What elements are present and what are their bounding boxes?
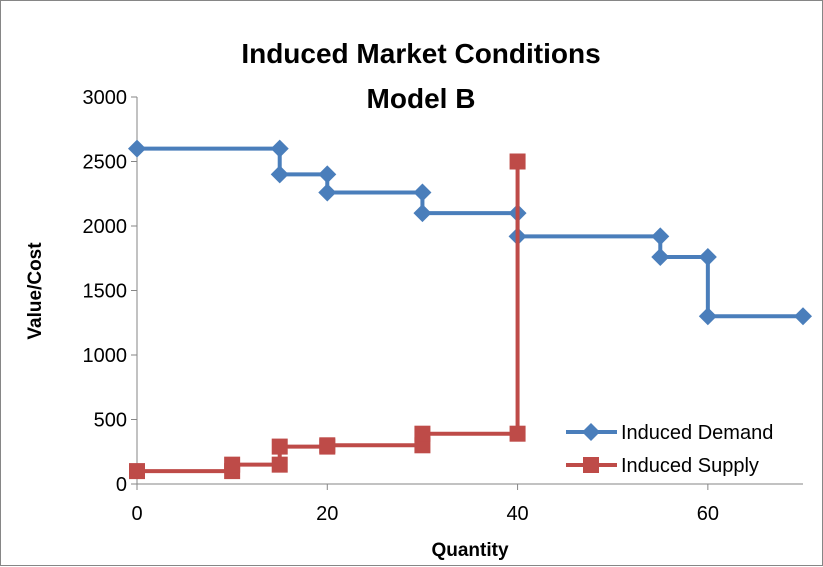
series-induced-demand [128, 139, 812, 326]
x-axis-label: Quantity [431, 540, 508, 561]
legend-item-induced-supply: Induced Supply [566, 455, 759, 477]
series-group [128, 139, 812, 480]
data-point-induced-demand [318, 165, 337, 184]
y-tick-label: 2500 [83, 152, 128, 174]
y-tick-label: 2000 [83, 216, 128, 238]
y-tick-label: 500 [94, 410, 127, 432]
data-point-induced-supply [224, 456, 241, 473]
legend-label: Induced Supply [621, 455, 759, 477]
legend-marker [582, 423, 600, 441]
data-point-induced-supply [509, 425, 526, 442]
data-point-induced-demand [413, 183, 432, 202]
data-point-induced-supply [271, 438, 288, 455]
legend-item-induced-demand: Induced Demand [566, 422, 773, 444]
data-point-induced-demand [698, 247, 717, 266]
y-tick-label: 1000 [83, 345, 128, 367]
data-point-induced-demand [270, 165, 289, 184]
y-tick-label: 3000 [83, 87, 128, 109]
y-axis-label: Value/Cost [25, 242, 46, 340]
series-line-induced-supply [137, 161, 520, 474]
data-point-induced-demand [413, 204, 432, 223]
legend-marker [583, 457, 599, 473]
chart-title-line-2: Model B [367, 83, 476, 114]
data-point-induced-supply [271, 456, 288, 473]
y-tick-label: 1500 [83, 281, 128, 303]
data-point-induced-supply [319, 437, 336, 454]
data-point-induced-demand [794, 307, 812, 326]
series-line-induced-demand [137, 146, 803, 319]
data-point-induced-demand [651, 247, 670, 266]
chart-title-line-1: Induced Market Conditions [241, 38, 600, 69]
legend-label: Induced Demand [621, 422, 773, 444]
data-point-induced-supply [414, 425, 431, 442]
y-tick-label: 0 [116, 474, 127, 496]
data-point-induced-demand [318, 183, 337, 202]
data-point-induced-demand [651, 227, 670, 246]
x-tick-label: 20 [316, 503, 338, 525]
data-point-induced-demand [270, 139, 289, 158]
axes: 0 500 1000 1500 2000 2500 3000 0 20 40 60 [83, 87, 803, 525]
series-induced-supply [129, 153, 526, 480]
data-point-induced-demand [128, 139, 146, 158]
x-tick-label: 0 [131, 503, 142, 525]
data-point-induced-supply [509, 153, 526, 170]
legend: Induced Demand Induced Supply [566, 422, 773, 477]
x-tick-label: 60 [697, 503, 719, 525]
data-point-induced-supply [129, 463, 145, 480]
x-tick-label: 40 [506, 503, 528, 525]
data-point-induced-demand [698, 307, 717, 326]
